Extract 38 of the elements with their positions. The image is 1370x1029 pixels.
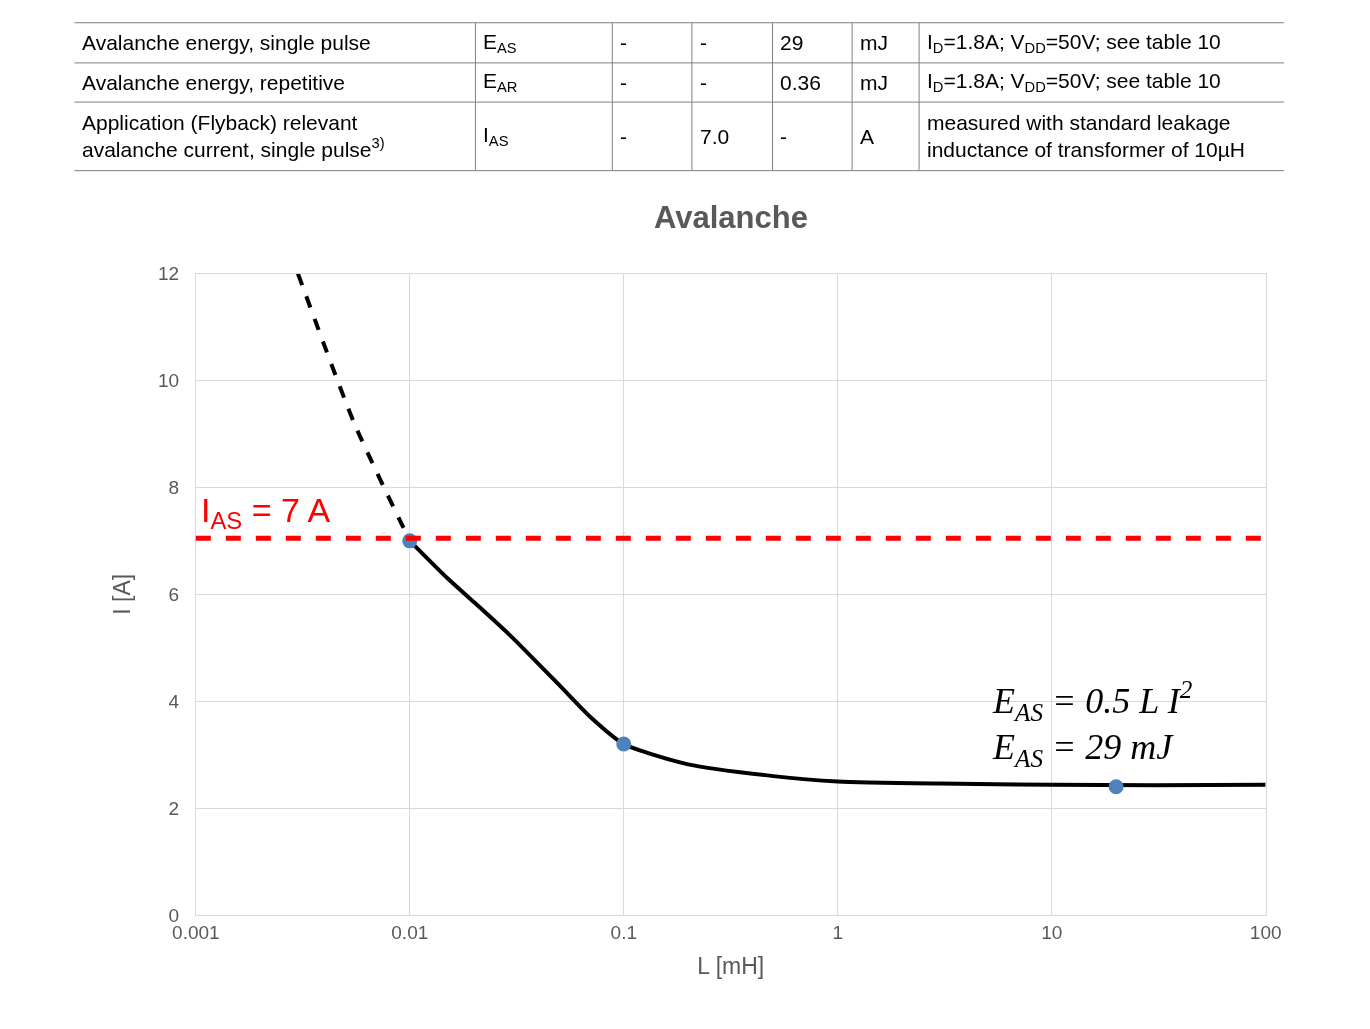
text: - (700, 31, 707, 54)
text: - (620, 125, 627, 148)
text: Avalanche energy, repetitive (82, 71, 346, 94)
text: - (620, 31, 627, 54)
x-tick-label: 10 (1041, 921, 1063, 943)
x-tick-label: 100 (1249, 921, 1282, 943)
text: I$_{D}$=1.8A; V$_{DD}$=50V; see table 10 (927, 69, 1221, 96)
text: - (700, 71, 707, 94)
x-tick-label: 0.1 (610, 921, 637, 943)
text: measured with standard leakage inductance of transformer of 10µH (927, 111, 1245, 162)
text: E$_{AR}$ (483, 69, 518, 96)
text: mJ (860, 71, 888, 94)
y-tick-label: 2 (168, 797, 180, 819)
y-tick-label: 4 (168, 690, 180, 712)
text: I$_{D}$=1.8A; V$_{DD}$=50V; see table 10 (927, 30, 1221, 57)
chart-title: Avalanche (654, 200, 808, 235)
text: - (780, 125, 787, 148)
annotation: E$_{AS}$ = 0.5 L I$^{2}$ (992, 676, 1193, 726)
y-tick-label: 6 (168, 583, 180, 605)
text: Application (Flyback) relevant avalanche current, single pulse$^{3)}$ (82, 111, 385, 162)
text: mJ (860, 31, 888, 54)
y-tick-label: 8 (168, 477, 180, 499)
text: 29 (780, 31, 804, 54)
ref-line-label: I$_{AS}$ = 7 A (201, 491, 331, 535)
text: E$_{AS}$ (483, 30, 517, 57)
y-axis-title: I [A] (109, 573, 136, 615)
annotation: E$_{AS}$ = 29 mJ (992, 727, 1175, 772)
text: 0.36 (780, 71, 821, 94)
text: - (620, 71, 627, 94)
text: Avalanche energy, single pulse (82, 31, 371, 54)
x-tick-label: 1 (832, 921, 844, 943)
text: A (860, 125, 875, 148)
x-tick-label: 0.01 (391, 921, 429, 943)
x-axis-title: L [mH] (697, 952, 765, 979)
y-tick-label: 12 (157, 263, 180, 285)
y-tick-label: 10 (157, 370, 180, 392)
text: I$_{AS}$ (483, 123, 509, 150)
text: 7.0 (700, 125, 730, 148)
